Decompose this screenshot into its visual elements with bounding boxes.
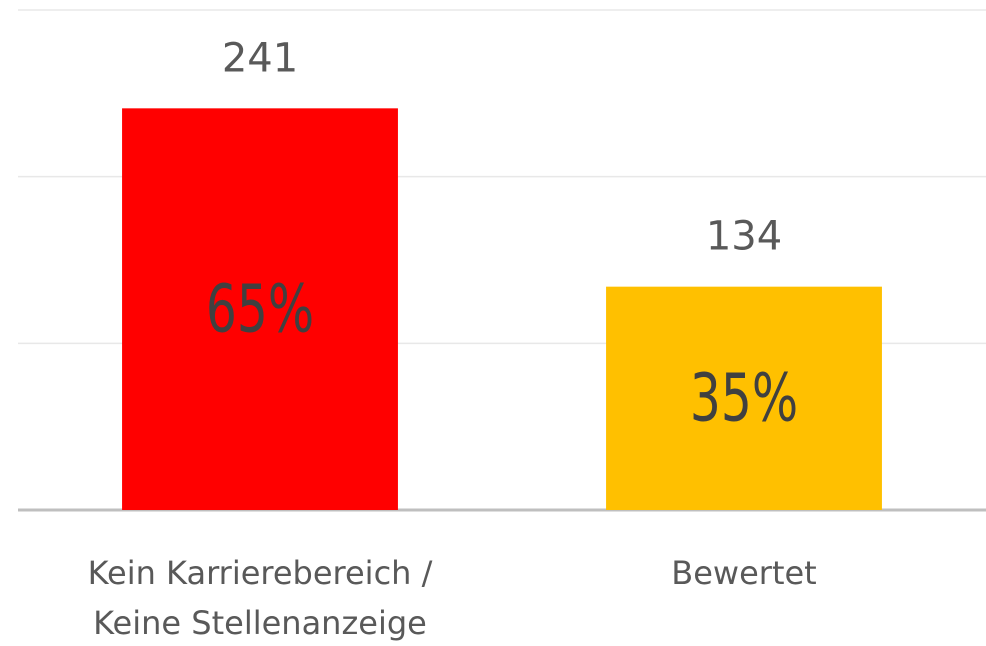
value-label: 134: [706, 214, 782, 260]
share-label: 65%: [206, 271, 314, 348]
value-label: 241: [222, 35, 298, 81]
x-tick-label: Kein Karrierebereich / Keine Stellenanze…: [87, 554, 433, 642]
bar: [606, 286, 882, 510]
bar: [122, 108, 398, 510]
share-label: 35%: [690, 360, 798, 437]
x-tick-label: Bewertet: [671, 554, 817, 592]
